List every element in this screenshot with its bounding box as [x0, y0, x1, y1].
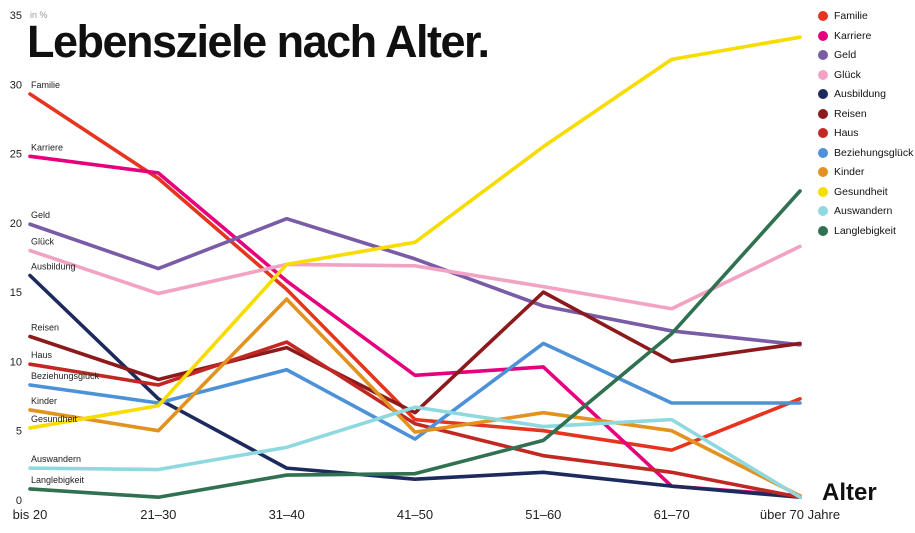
y-tick-label: 20 [10, 218, 22, 230]
legend-item-ausbildung: Ausbildung [818, 88, 913, 100]
legend-item-auswandern: Auswandern [818, 205, 913, 217]
legend-dot-gl-ck [818, 69, 828, 80]
x-tick-label: 31–40 [269, 507, 305, 522]
y-tick-label: 10 [10, 356, 22, 368]
series-line-gesundheit [28, 35, 802, 430]
series-line-geld [28, 216, 802, 347]
x-tick-label: 41–50 [397, 507, 433, 522]
legend-dot-karriere [818, 30, 828, 41]
series-line-familie [28, 92, 802, 452]
y-tick-label: 0 [16, 495, 22, 507]
legend-label: Familie [834, 10, 868, 22]
chart-title: Lebensziele nach Alter. [27, 16, 490, 67]
legend-label: Karriere [834, 29, 872, 42]
series-line-kinder [28, 297, 802, 498]
series-start-label-auswandern: Auswandern [31, 454, 81, 464]
series-line-gl-ck [28, 244, 802, 311]
series-start-label-kinder: Kinder [31, 396, 57, 406]
series-start-label-familie: Familie [31, 80, 60, 90]
series-line-ausbildung [28, 273, 802, 500]
y-tick-label: 5 [16, 426, 22, 438]
legend-label: Reisen [834, 107, 867, 120]
legend-item-karriere: Karriere [818, 30, 913, 42]
series-start-label-beziehungsgl-ck: Beziehungsglück [31, 371, 100, 381]
series-start-label-gesundheit: Gesundheit [31, 414, 78, 424]
legend-item-gesundheit: Gesundheit [818, 186, 913, 198]
legend-dot-auswandern [818, 206, 828, 216]
legend-item-langlebigkeit: Langlebigkeit [818, 225, 913, 237]
legend-item-kinder: Kinder [818, 166, 913, 178]
legend-item-gl-ck: Glück [818, 69, 913, 81]
y-tick-label: 30 [10, 79, 22, 91]
legend-dot-geld [818, 50, 828, 60]
x-tick-label: 61–70 [654, 507, 690, 522]
legend-label: Glück [834, 68, 861, 81]
series-start-label-gl-ck: Glück [31, 237, 55, 247]
legend-label: Beziehungsglück [834, 146, 914, 159]
legend-label: Haus [834, 127, 859, 139]
legend-label: Langlebigkeit [834, 224, 896, 237]
series-start-label-haus: Haus [31, 350, 53, 360]
x-tick-label: bis 20 [13, 507, 48, 522]
x-tick-label: 21–30 [140, 507, 176, 522]
legend-label: Kinder [834, 166, 865, 178]
legend-item-haus: Haus [818, 127, 913, 139]
y-tick-label: 25 [10, 149, 22, 161]
series-start-label-ausbildung: Ausbildung [31, 262, 76, 272]
y-tick-label: 35 [10, 10, 22, 22]
legend-item-familie: Familie [818, 10, 913, 22]
legend-dot-ausbildung [818, 89, 828, 99]
x-tick-label: 51–60 [525, 507, 561, 522]
x-tick-label: über 70 Jahre [760, 507, 840, 522]
x-axis-title: Alter [822, 479, 877, 506]
series-line-haus [28, 340, 802, 500]
legend-dot-beziehungsgl-ck [818, 147, 828, 158]
series-start-label-karriere: Karriere [31, 142, 63, 152]
legend-dot-gesundheit [818, 186, 828, 197]
legend: Familie Karriere Geld Glück Ausbildung Reisen… [818, 10, 913, 237]
legend-label: Gesundheit [834, 185, 888, 198]
series-line-beziehungsgl-ck [28, 341, 802, 441]
series-start-label-langlebigkeit: Langlebigkeit [31, 475, 85, 485]
y-tick-label: 15 [10, 287, 22, 299]
series-line-langlebigkeit [28, 189, 802, 500]
series-start-label-geld: Geld [31, 210, 50, 220]
legend-item-geld: Geld [818, 49, 913, 61]
legend-dot-kinder [818, 167, 828, 177]
series-start-label-reisen: Reisen [31, 322, 59, 332]
legend-dot-reisen [818, 108, 828, 119]
legend-dot-familie [818, 11, 828, 21]
series-line-auswandern [28, 405, 802, 500]
legend-item-reisen: Reisen [818, 108, 913, 120]
legend-label: Geld [834, 49, 857, 61]
legend-item-beziehungsgl-ck: Beziehungsglück [818, 147, 913, 159]
legend-dot-haus [818, 128, 828, 138]
y-axis-unit-label: in % [30, 10, 48, 20]
legend-label: Auswandern [834, 205, 893, 217]
series-line-reisen [28, 290, 802, 415]
legend-label: Ausbildung [834, 88, 886, 100]
legend-dot-langlebigkeit [818, 225, 828, 236]
